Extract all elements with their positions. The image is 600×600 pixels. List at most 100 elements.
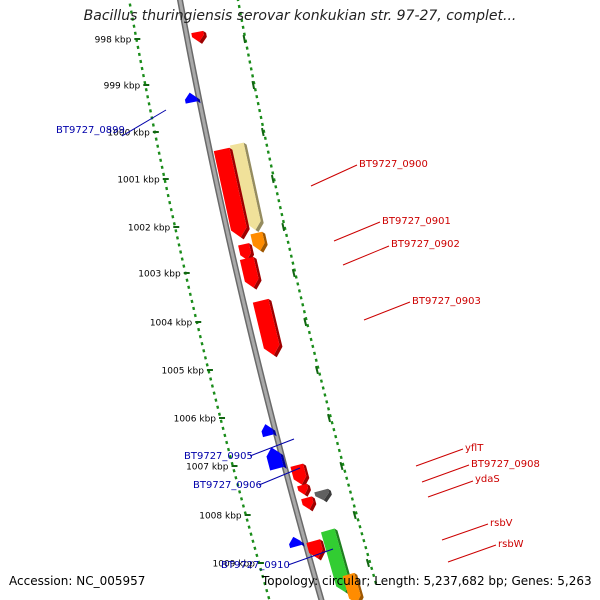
gene-arrow: [238, 243, 252, 260]
gene-label: BT9727_0903: [363, 296, 481, 321]
ruler-dot: [275, 192, 279, 196]
ruler-dot: [260, 122, 264, 127]
ruler-dot: [143, 80, 147, 85]
ruler-dot: [179, 250, 183, 254]
ruler-dot: [269, 164, 273, 168]
gene-bt9727-0908: [297, 483, 311, 497]
gene-label: BT9727_0905: [184, 438, 295, 462]
ruler-dot: [136, 45, 140, 50]
leader-line: [310, 164, 358, 187]
ruler-dot: [330, 420, 334, 425]
ruler-dot: [259, 115, 263, 120]
ruler-dot: [244, 39, 248, 43]
ruler-dot: [255, 553, 259, 558]
ruler-major-tick: [291, 268, 296, 278]
ruler-dot: [296, 282, 300, 286]
ruler-group: 998 kbp 999 kbp 1000 kbp 1001 kbp 1002 kbp 10…: [95, 0, 378, 600]
ruler-dot: [271, 171, 275, 175]
ruler-dot: [219, 419, 223, 424]
ruler-dot: [238, 490, 242, 494]
gene-bt9727-0905: [261, 424, 277, 438]
gene-bt9727-0900-cds: [229, 142, 264, 233]
ruler-dot: [163, 179, 167, 184]
ruler-major-tick: [261, 127, 265, 137]
ruler-dot: [352, 504, 356, 508]
ruler-dot: [242, 32, 246, 36]
ruler-dot: [291, 261, 295, 265]
ruler-dot: [356, 518, 360, 522]
gene-arrow-side: [354, 572, 364, 600]
ruler-dot: [137, 52, 141, 57]
ruler-dot: [198, 334, 202, 339]
ruler-dot: [366, 552, 370, 557]
ruler-dot: [197, 327, 201, 332]
gene-bottom-orange: [342, 572, 364, 600]
feature-group: [184, 30, 364, 600]
ruler-dot: [372, 573, 376, 578]
ruler-dot: [321, 386, 325, 390]
gene-bt9727-0900: [213, 147, 250, 240]
ruler-dot: [350, 497, 354, 501]
gene-arrow-side: [243, 142, 264, 233]
ruler-major-tick: [270, 174, 275, 184]
leader-line: [363, 301, 411, 321]
ruler-dot: [316, 365, 320, 369]
ruler-label: 1002 kbp: [128, 224, 171, 234]
gene-arrow: [290, 463, 307, 485]
gene-arrow: [261, 424, 274, 438]
backbone-line: [178, 0, 323, 600]
gene-label: BT9727_0906: [193, 467, 301, 491]
ruler-dot: [280, 212, 284, 217]
ruler-dot: [185, 278, 189, 282]
ruler-dot: [154, 137, 158, 141]
ruler-dot: [335, 441, 340, 446]
ruler-dot: [190, 299, 194, 304]
ruler-major-tick: [251, 80, 256, 90]
gene-label-text: BT9727_0910: [221, 560, 290, 571]
gene-arrow: [301, 496, 314, 510]
ruler-dot: [202, 349, 206, 353]
ruler-dot: [228, 454, 232, 459]
ruler-dot: [248, 60, 252, 64]
ruler-dot: [241, 25, 245, 30]
ruler-dot: [301, 303, 305, 307]
ruler-dot: [293, 268, 297, 272]
ruler-dot: [212, 391, 216, 395]
leader-line: [447, 544, 497, 563]
backbone-outline: [176, 0, 325, 600]
ruler-dot: [325, 400, 329, 404]
gene-arrow-side: [253, 256, 262, 290]
leader-line: [441, 523, 489, 541]
ruler-dot: [283, 226, 287, 231]
ruler-dot: [177, 243, 181, 247]
ruler-dot: [323, 393, 327, 397]
ruler-dot: [140, 66, 144, 71]
gene-label-text: rsbW: [498, 539, 524, 550]
gene-bt9727-0910: [289, 536, 305, 549]
ruler-dot: [188, 292, 192, 297]
ruler-dot: [309, 337, 313, 342]
ruler-dot: [223, 433, 227, 438]
gene-arrow: [314, 488, 329, 501]
ruler-dot: [285, 233, 289, 238]
gene-arrow-side: [301, 463, 310, 487]
ruler-dot: [209, 377, 213, 381]
ruler-dot: [174, 229, 178, 233]
ruler-dot: [249, 67, 253, 71]
leader-line: [333, 221, 381, 242]
gene-label: BT9727_0899: [56, 109, 167, 137]
leader-line: [287, 548, 334, 566]
ruler-dot: [162, 172, 166, 177]
ruler-dot: [159, 158, 163, 162]
gene-998: [191, 30, 207, 44]
ruler-dot: [171, 215, 175, 219]
ruler-dot: [245, 518, 249, 522]
ruler-dot: [302, 309, 306, 314]
gene-label-text: BT9727_0900: [359, 159, 428, 170]
ruler-dot: [252, 81, 256, 85]
gene-arrow: [252, 298, 280, 356]
label-group: BT9727_0899 BT9727_0900 BT9727_0901 BT9727_…: [56, 109, 540, 571]
ruler-dot: [245, 46, 249, 50]
ruler-dot: [266, 150, 270, 154]
ruler-dot: [314, 358, 318, 363]
